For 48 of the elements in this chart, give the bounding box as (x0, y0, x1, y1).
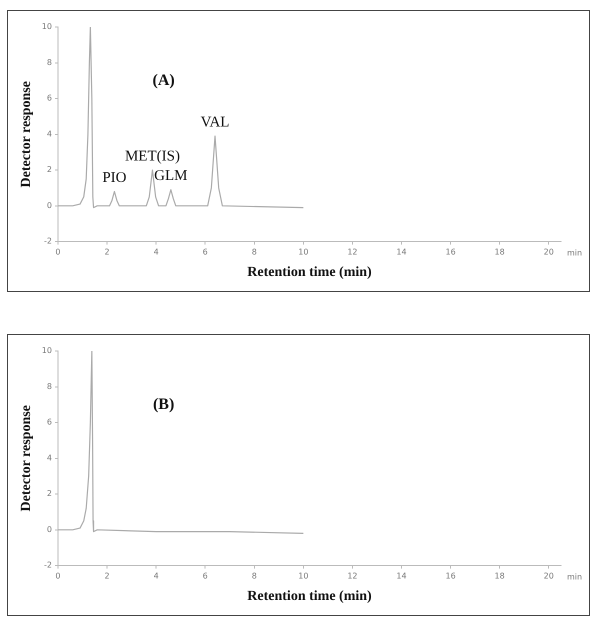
x-tick-label: 20 (544, 571, 554, 580)
x-tick-label: 2 (104, 571, 110, 580)
text: min (567, 572, 582, 582)
x-axis-title: Retention time (min) (247, 589, 372, 604)
y-tick-label: 8 (46, 58, 52, 67)
y-axis-title: Detector response (19, 81, 34, 188)
annotation: GLM (154, 168, 188, 184)
text: (A) (152, 72, 175, 89)
text: min (567, 248, 582, 258)
x-tick-label: 4 (154, 247, 159, 256)
y-tick-label: -2 (44, 560, 52, 570)
x-tick-label: 18 (494, 247, 505, 256)
y-tick-label: 6 (46, 94, 52, 103)
y-tick-label: 2 (46, 489, 52, 498)
x-tick-label: 20 (544, 247, 554, 256)
x-tick-label: 8 (252, 571, 257, 580)
annotation: VAL (200, 114, 230, 131)
x-tick-label: 10 (298, 247, 308, 256)
annotation: MET(IS) (124, 148, 180, 165)
x-axis-title: Retention time (min) (247, 265, 372, 280)
x-tick-label: 12 (347, 571, 358, 580)
x-tick-label: 12 (347, 247, 358, 256)
x-tick-label: 10 (298, 571, 308, 580)
x-tick-label: 14 (396, 247, 407, 256)
y-tick-label: 10 (42, 346, 52, 356)
y-tick-label: 10 (42, 22, 52, 32)
y-tick-label: 2 (46, 165, 52, 174)
y-axis-title: Detector response (19, 405, 34, 512)
x-tick-label: 14 (396, 571, 407, 580)
y-tick-label: 0 (46, 200, 52, 210)
y-tick-label: 0 (46, 524, 52, 534)
y-tick-label: 4 (46, 453, 52, 462)
x-tick-label: 2 (104, 247, 110, 256)
annotation: PIO (102, 170, 127, 186)
y-tick-label: 4 (46, 129, 52, 138)
x-tick-label: 8 (252, 247, 257, 256)
text: (B) (152, 396, 174, 413)
x-tick-label: 18 (494, 571, 505, 580)
y-tick-label: 6 (46, 418, 52, 427)
y-tick-label: 8 (46, 382, 52, 391)
y-tick-label: -2 (44, 236, 52, 246)
x-tick-label: 16 (445, 247, 456, 256)
x-tick-label: 6 (202, 571, 208, 580)
x-tick-label: 0 (55, 247, 61, 256)
x-tick-label: 4 (154, 571, 159, 580)
x-tick-label: 16 (445, 571, 456, 580)
x-tick-label: 0 (55, 571, 61, 580)
x-tick-label: 6 (202, 247, 208, 256)
